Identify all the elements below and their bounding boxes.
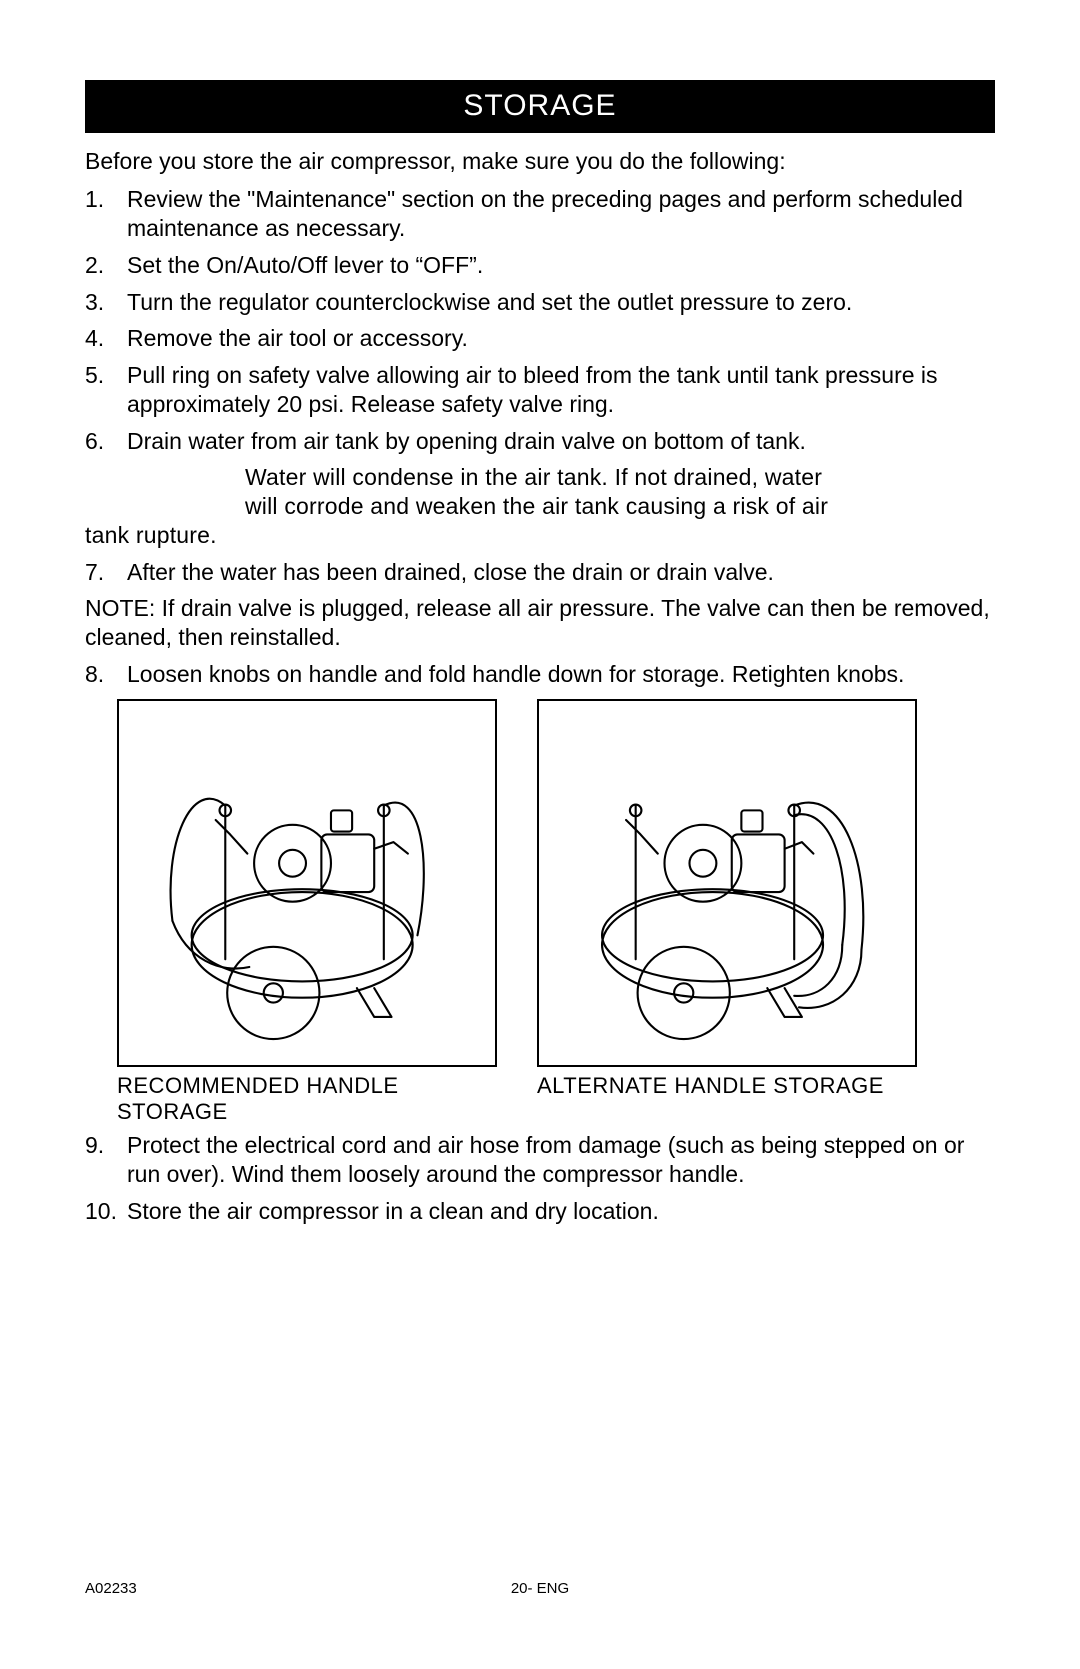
step-text: After the water has been drained, close …: [127, 558, 995, 587]
figure-left-caption: RECOMMENDED HANDLE STORAGE: [117, 1073, 497, 1126]
figure-left-box: [117, 699, 497, 1067]
figure-right-caption: ALTERNATE HANDLE STORAGE: [537, 1073, 917, 1099]
step-number: 8.: [85, 660, 127, 689]
compressor-right-icon: [554, 715, 900, 1050]
step-number: 7.: [85, 558, 127, 587]
compressor-left-icon: [134, 715, 480, 1050]
step-text: Store the air compressor in a clean and …: [127, 1197, 995, 1226]
warning-line: will corrode and weaken the air tank cau…: [85, 492, 995, 521]
step-number: 10.: [85, 1197, 127, 1226]
step-number: 3.: [85, 288, 127, 317]
step-text: Set the On/Auto/Off lever to “OFF”.: [127, 251, 995, 280]
step-number: 5.: [85, 361, 127, 419]
warning-line: Water will condense in the air tank. If …: [85, 463, 995, 492]
doc-id: A02233: [85, 1580, 137, 1599]
step-number: 6.: [85, 427, 127, 456]
figure-left: RECOMMENDED HANDLE STORAGE: [117, 699, 497, 1126]
step-number: 4.: [85, 324, 127, 353]
step-text: Drain water from air tank by opening dra…: [127, 427, 995, 456]
section-header: STORAGE: [85, 80, 995, 133]
step-text: Remove the air tool or accessory.: [127, 324, 995, 353]
steps-list-a: 1.Review the "Maintenance" section on th…: [85, 185, 995, 455]
note-text: NOTE: If drain valve is plugged, release…: [85, 594, 995, 652]
warning-tail: tank rupture.: [85, 521, 995, 550]
step-text: Review the "Maintenance" section on the …: [127, 185, 995, 243]
steps-list-d: 9.Protect the electrical cord and air ho…: [85, 1131, 995, 1225]
warning-block: Water will condense in the air tank. If …: [85, 463, 995, 549]
steps-list-c: 8.Loosen knobs on handle and fold handle…: [85, 660, 995, 689]
step-number: 9.: [85, 1131, 127, 1189]
figure-right: ALTERNATE HANDLE STORAGE: [537, 699, 917, 1126]
intro-text: Before you store the air compressor, mak…: [85, 147, 995, 176]
page-footer: A02233 20- ENG: [85, 1580, 995, 1599]
step-number: 2.: [85, 251, 127, 280]
step-number: 1.: [85, 185, 127, 243]
step-text: Loosen knobs on handle and fold handle d…: [127, 660, 995, 689]
steps-list-b: 7.After the water has been drained, clos…: [85, 558, 995, 587]
step-text: Turn the regulator counterclockwise and …: [127, 288, 995, 317]
page-number: 20- ENG: [511, 1580, 569, 1599]
figure-right-box: [537, 699, 917, 1067]
step-text: Protect the electrical cord and air hose…: [127, 1131, 995, 1189]
figures-row: RECOMMENDED HANDLE STORAGE: [117, 699, 995, 1126]
step-text: Pull ring on safety valve allowing air t…: [127, 361, 995, 419]
